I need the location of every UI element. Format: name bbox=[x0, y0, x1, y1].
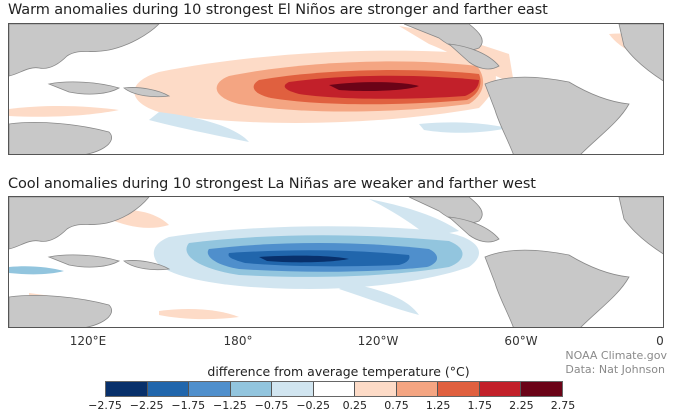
colorbar-tick-5: −0.25 bbox=[296, 399, 331, 412]
colorbar-tick-8: 1.25 bbox=[425, 399, 451, 412]
colorbar-swatch-8 bbox=[438, 382, 480, 396]
colorbar-tick-9: 1.75 bbox=[467, 399, 492, 412]
colorbar-title: difference from average temperature (°C) bbox=[207, 364, 470, 379]
longitude-tick-0: 0 bbox=[656, 334, 664, 348]
colorbar-swatch-4 bbox=[272, 382, 314, 396]
credit-block: NOAA Climate.gov Data: Nat Johnson bbox=[565, 349, 667, 377]
colorbar-swatch-10 bbox=[521, 382, 563, 396]
colorbar-tick-1: −2.25 bbox=[129, 399, 164, 412]
colorbar-swatch-5 bbox=[313, 382, 356, 396]
colorbar-swatch-7 bbox=[396, 382, 439, 396]
colorbar-tick-3: −1.25 bbox=[213, 399, 247, 412]
land-masses bbox=[9, 24, 663, 154]
colorbar-swatch-6 bbox=[355, 382, 397, 396]
longitude-tick-60w: 60°W bbox=[504, 334, 538, 348]
la-nina-panel-title: Cool anomalies during 10 strongest La Ni… bbox=[8, 176, 536, 192]
colorbar-tick-11: 2.75 bbox=[550, 399, 576, 412]
colorbar-tick-7: 0.75 bbox=[384, 399, 409, 412]
el-nino-panel-title: Warm anomalies during 10 strongest El Ni… bbox=[8, 2, 548, 18]
longitude-tick-180: 180° bbox=[223, 334, 253, 348]
colorbar-tick-10: 2.25 bbox=[509, 399, 534, 412]
colorbar-swatch-1 bbox=[147, 382, 190, 396]
colorbar-tick-4: −0.75 bbox=[254, 399, 289, 412]
longitude-tick-120w: 120°W bbox=[357, 334, 399, 348]
colorbar bbox=[105, 381, 563, 397]
la-nina-anomaly-map bbox=[8, 196, 664, 328]
colorbar-swatch-0 bbox=[106, 382, 148, 396]
longitude-tick-120e: 120°E bbox=[69, 334, 107, 348]
colorbar-tick-0: −2.75 bbox=[88, 399, 122, 412]
land-masses bbox=[9, 197, 663, 327]
colorbar-swatch-2 bbox=[189, 382, 231, 396]
credit-data: Data: Nat Johnson bbox=[565, 363, 665, 376]
colorbar-tick-6: 0.25 bbox=[342, 399, 368, 412]
colorbar-swatch-3 bbox=[230, 382, 273, 396]
colorbar-tick-2: −1.75 bbox=[171, 399, 206, 412]
credit-source: NOAA Climate.gov bbox=[565, 349, 667, 362]
colorbar-swatch-9 bbox=[479, 382, 522, 396]
el-nino-anomaly-map bbox=[8, 23, 664, 155]
